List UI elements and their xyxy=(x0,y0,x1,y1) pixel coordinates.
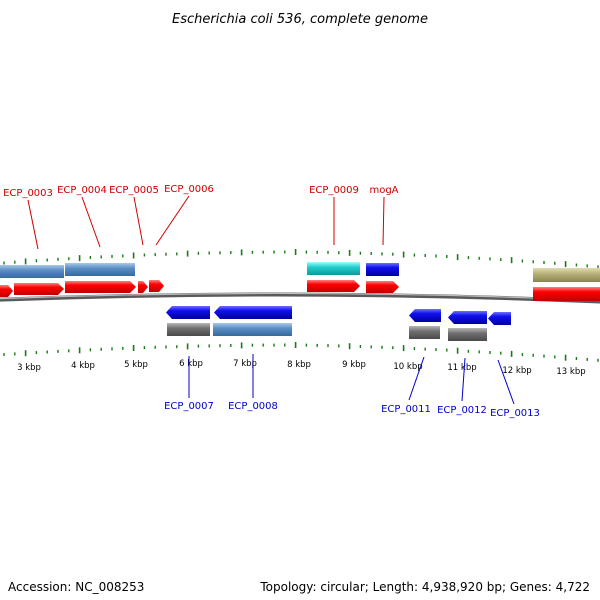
leader-line xyxy=(497,359,515,405)
feature-row-bottom xyxy=(167,323,487,341)
gene-label[interactable]: mogA xyxy=(369,185,398,196)
reverse-gene-labels: ECP_0007 ECP_0008 ECP_0011 ECP_0012 ECP_… xyxy=(164,354,540,419)
genome-backbone-highlight xyxy=(0,292,600,302)
tick-label: 3 kbp xyxy=(17,363,41,373)
cds-arrow-forward[interactable] xyxy=(65,281,136,293)
cds-arrow-forward[interactable] xyxy=(149,280,164,292)
gene-label[interactable]: ECP_0007 xyxy=(164,401,214,412)
gene-label[interactable]: ECP_0011 xyxy=(381,404,431,415)
cds-forward[interactable] xyxy=(533,287,600,301)
cds-arrow-forward[interactable] xyxy=(14,283,64,295)
cds-arrow-forward[interactable] xyxy=(0,285,13,297)
cds-arrow-forward[interactable] xyxy=(366,281,399,293)
accession-text: Accession: NC_008253 xyxy=(8,580,145,594)
tick-label: 12 kbp xyxy=(502,366,531,376)
gene-label[interactable]: ECP_0003 xyxy=(3,188,53,199)
reverse-cds-row xyxy=(166,306,511,325)
feature-block[interactable] xyxy=(0,265,64,278)
gene-label[interactable]: ECP_0012 xyxy=(437,405,487,416)
tick-label: 9 kbp xyxy=(342,360,366,370)
map-title: Escherichia coli 536, complete genome xyxy=(172,12,428,27)
cds-arrow-forward[interactable] xyxy=(138,281,148,293)
tick-label: 5 kbp xyxy=(124,360,148,370)
tick-label: 7 kbp xyxy=(233,359,257,369)
tick-label: 11 kbp xyxy=(447,363,476,373)
cds-arrow-forward[interactable] xyxy=(307,280,360,292)
cds-arrow-reverse[interactable] xyxy=(448,311,487,324)
gene-label[interactable]: ECP_0009 xyxy=(309,185,359,196)
gene-label[interactable]: ECP_0005 xyxy=(109,185,159,196)
tick-label: 6 kbp xyxy=(179,359,203,369)
tick-label: 13 kbp xyxy=(556,367,585,377)
tick-label: 4 kbp xyxy=(71,361,95,371)
leader-line xyxy=(382,196,385,246)
gene-label[interactable]: ECP_0004 xyxy=(57,185,107,196)
tick-label: 8 kbp xyxy=(287,360,311,370)
cds-arrow-reverse[interactable] xyxy=(409,309,441,322)
feature-block[interactable] xyxy=(409,326,440,339)
cds-arrow-reverse[interactable] xyxy=(166,306,210,319)
genome-backbone xyxy=(0,292,600,304)
feature-block[interactable] xyxy=(366,263,399,276)
feature-row-top xyxy=(0,262,600,282)
forward-gene-labels: ECP_0003 ECP_0004 ECP_0005 ECP_0006 ECP_… xyxy=(3,184,399,250)
tick-labels: 3 kbp 4 kbp 5 kbp 6 kbp 7 kbp 8 kbp 9 kb… xyxy=(17,359,586,377)
feature-block[interactable] xyxy=(448,328,487,341)
cds-arrow-reverse[interactable] xyxy=(214,306,292,319)
feature-block[interactable] xyxy=(213,323,292,336)
genome-summary-text: Topology: circular; Length: 4,938,920 bp… xyxy=(260,580,590,594)
leader-line xyxy=(133,196,144,246)
tick-marks-top xyxy=(3,249,599,269)
leader-line xyxy=(27,199,39,250)
gene-label[interactable]: ECP_0006 xyxy=(164,184,214,195)
gene-label[interactable]: ECP_0013 xyxy=(490,408,540,419)
cds-arrow-reverse[interactable] xyxy=(488,312,511,325)
gene-label[interactable]: ECP_0008 xyxy=(228,401,278,412)
feature-block[interactable] xyxy=(167,323,210,336)
tick-marks-bottom xyxy=(3,342,599,362)
leader-line xyxy=(81,196,101,248)
leader-line xyxy=(408,356,425,401)
feature-block[interactable] xyxy=(65,263,135,276)
forward-cds-row xyxy=(0,280,600,301)
feature-block[interactable] xyxy=(533,268,600,282)
feature-block[interactable] xyxy=(307,262,360,275)
leader-line xyxy=(461,357,466,402)
tick-label: 10 kbp xyxy=(393,362,422,372)
leader-line xyxy=(155,195,190,246)
